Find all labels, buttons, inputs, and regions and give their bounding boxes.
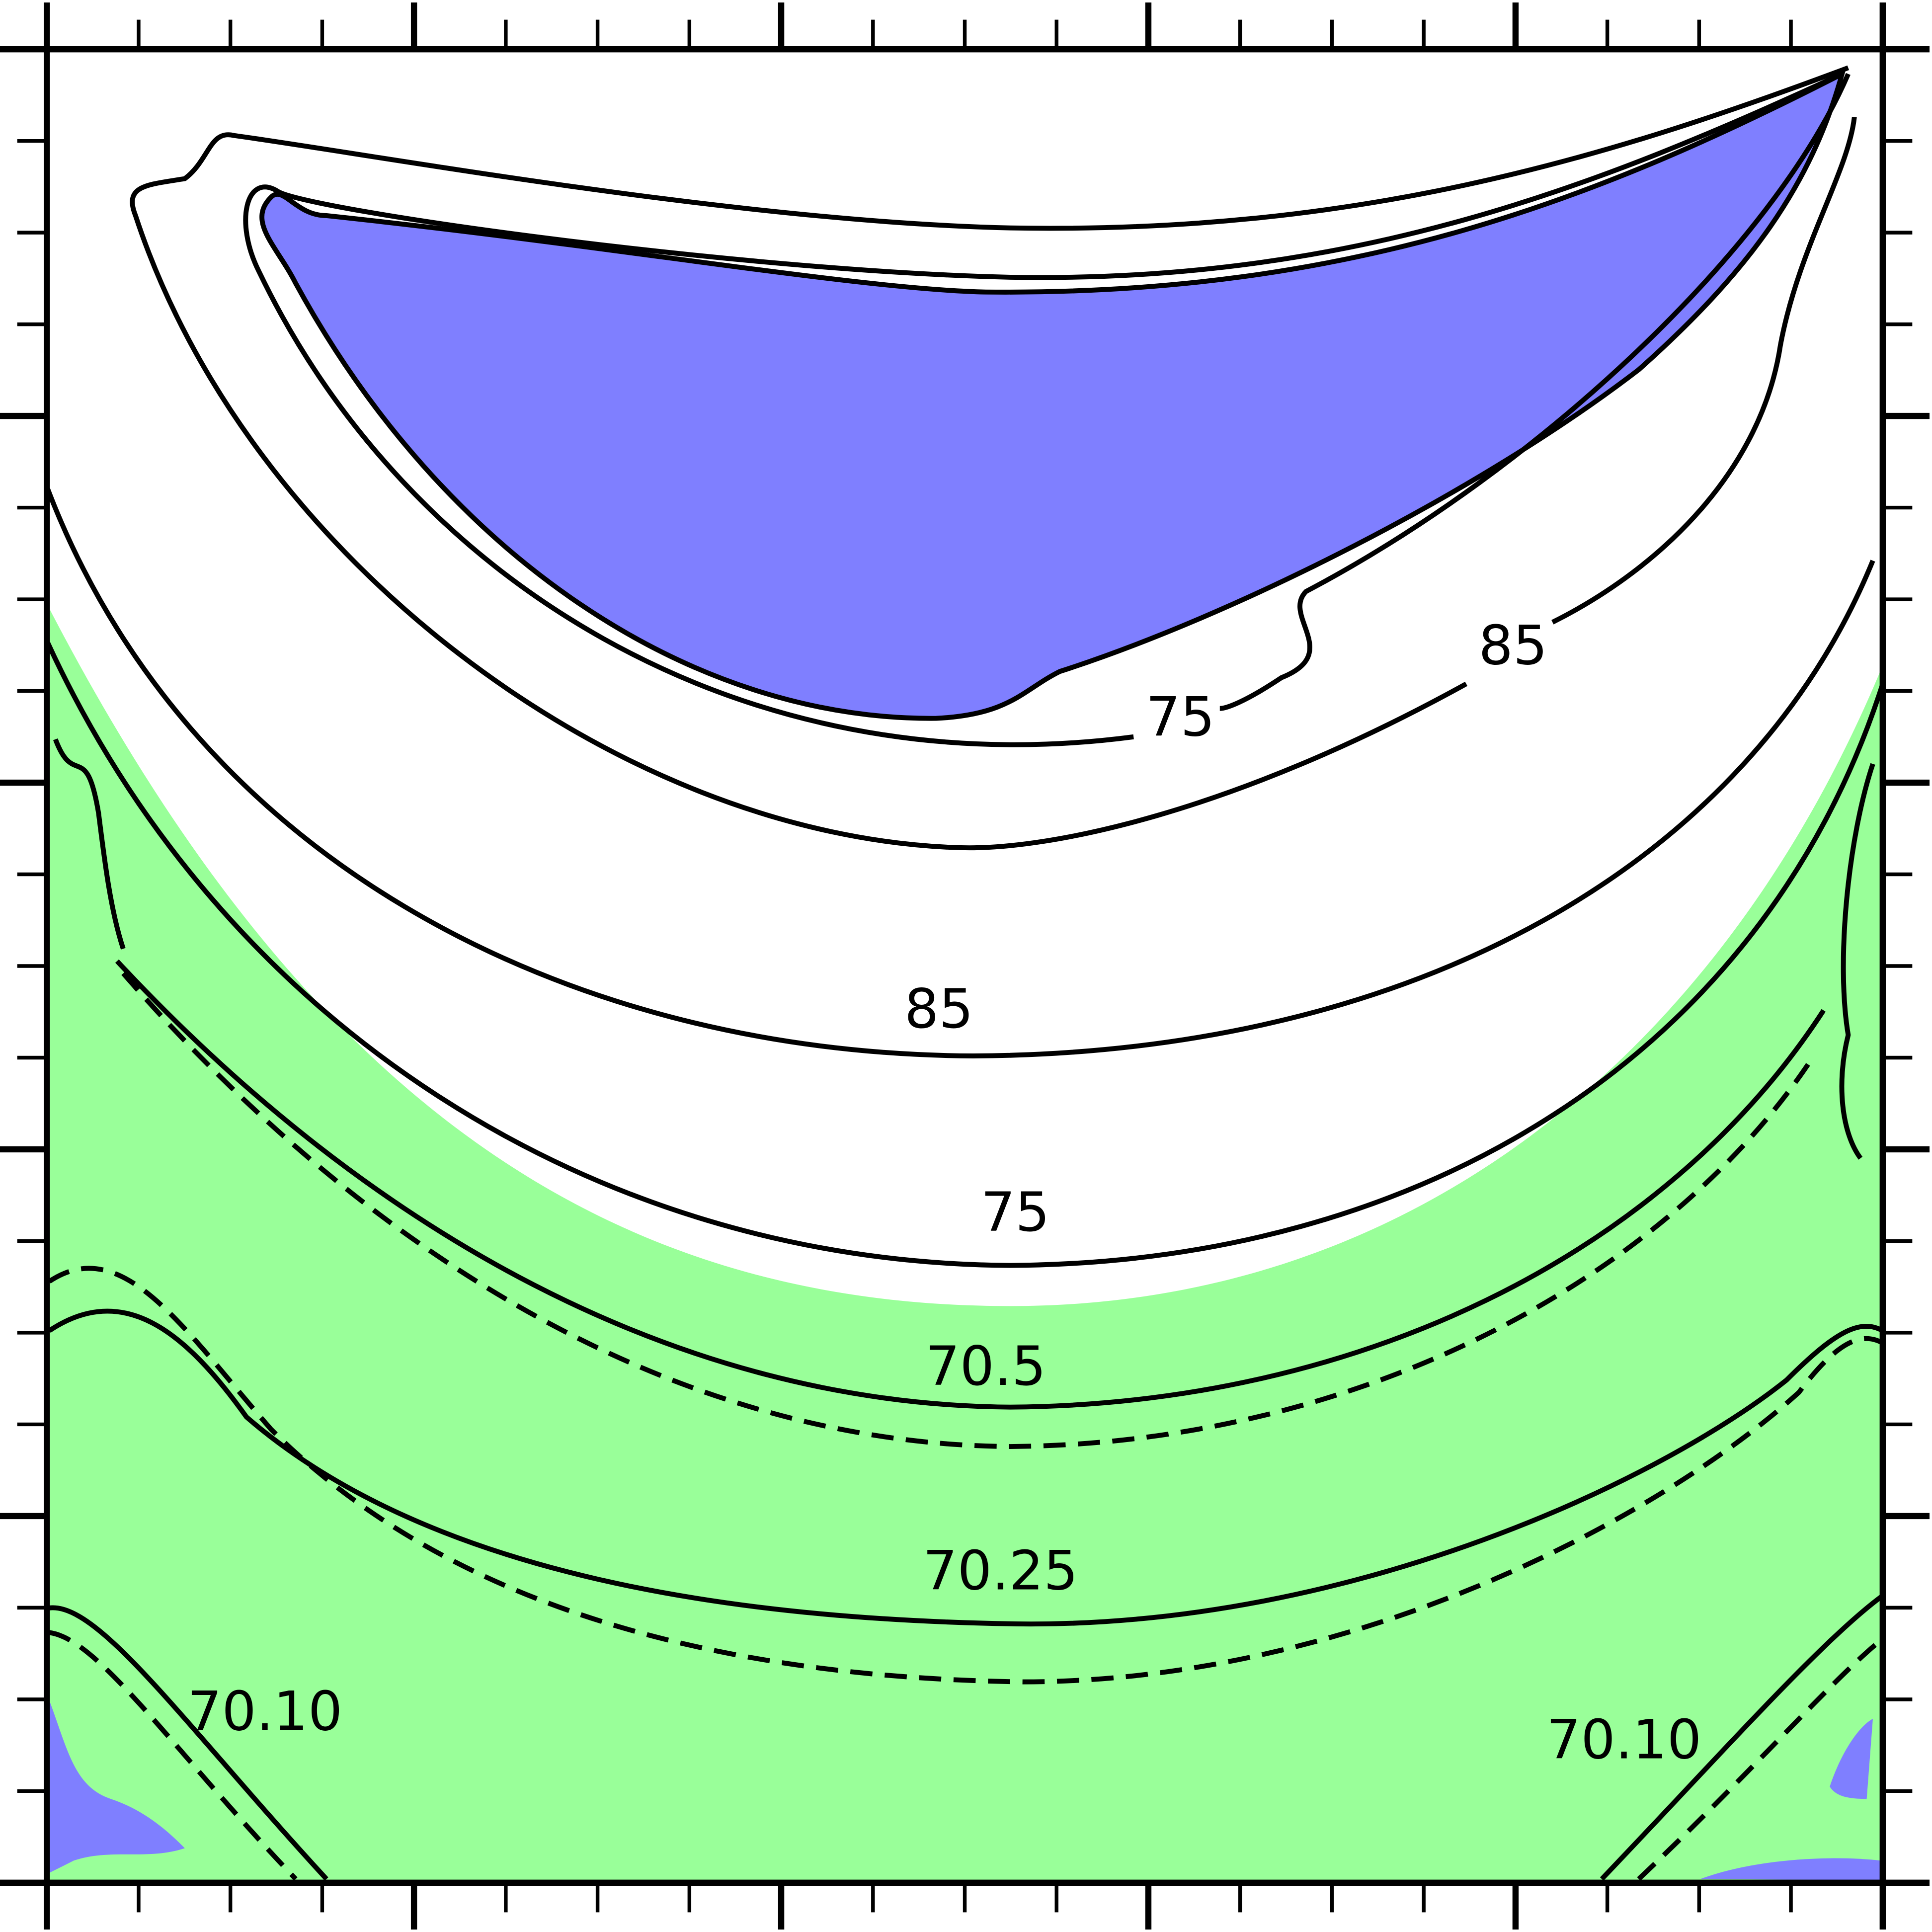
contour-line-dashed: [1637, 1636, 1884, 1881]
contour-label: 70.5: [925, 1335, 1046, 1398]
contour-label: 75: [1146, 685, 1215, 748]
contour-line-dashed: [49, 1630, 298, 1881]
blue-region: [259, 69, 1846, 721]
contour-line: [130, 65, 1850, 851]
blue-corner: [1700, 1858, 1880, 1880]
contour-line: [243, 72, 1844, 747]
green-region: [47, 604, 1883, 1883]
blue-corner: [49, 1700, 185, 1873]
contour-label: 75: [981, 1181, 1050, 1244]
contour-line-dashed: [48, 1266, 1884, 1685]
contour-label: 70.25: [923, 1539, 1078, 1603]
contour-line-dashed: [121, 971, 1814, 1449]
contour-line: [49, 1605, 328, 1881]
contour-line: [44, 640, 1885, 1268]
contour-label: 85: [904, 977, 973, 1041]
contour-line: [1219, 73, 1851, 711]
contour-line: [115, 959, 1826, 1410]
contour-line: [44, 485, 1875, 1058]
blue-corner: [1830, 1719, 1873, 1799]
contour-line: [48, 1308, 1884, 1627]
contour-line: [1839, 763, 1875, 1160]
contour-line: [1600, 1594, 1884, 1881]
contour-label: 70.10: [187, 1680, 342, 1743]
contour-label: 70.10: [1546, 1708, 1701, 1771]
contour-line: [1551, 117, 1857, 625]
contour-line: [53, 738, 126, 950]
plot-area: 75 85 85 75 70.5 70.25 70.10 70.10: [44, 46, 1886, 1886]
contour-label: 85: [1479, 614, 1548, 677]
